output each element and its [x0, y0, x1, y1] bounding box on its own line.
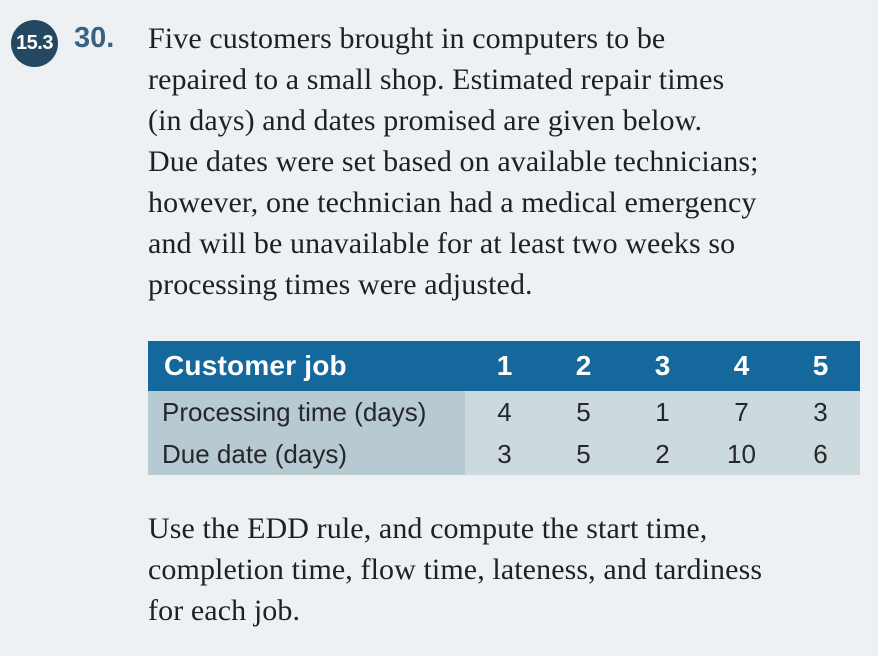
- instruction-line: Use the EDD rule, and compute the start …: [148, 512, 708, 545]
- problem-number: 30.: [74, 22, 115, 54]
- table-header-col-2: 2: [544, 341, 623, 391]
- table-header-col-4: 4: [702, 341, 781, 391]
- instruction-line: completion time, flow time, lateness, an…: [148, 553, 763, 586]
- due-date-job-1: 3: [465, 433, 544, 475]
- problem-statement-line: and will be unavailable for at least two…: [148, 227, 736, 260]
- problem-statement: Five customers brought in computers to b…: [148, 18, 759, 305]
- table-header-col-1: 1: [465, 341, 544, 391]
- due-date-job-5: 6: [781, 433, 860, 475]
- table-row-processing-time: Processing time (days) 4 5 1 7 3: [148, 391, 860, 433]
- instruction-paragraph: Use the EDD rule, and compute the start …: [148, 508, 878, 631]
- due-date-job-4: 10: [702, 433, 781, 475]
- processing-time-job-3: 1: [623, 391, 702, 433]
- due-date-job-3: 2: [623, 433, 702, 475]
- problem-statement-line: processing times were adjusted.: [148, 268, 533, 301]
- instruction-line: for each job.: [148, 594, 301, 627]
- table-header-col-3: 3: [623, 341, 702, 391]
- processing-time-job-5: 3: [781, 391, 860, 433]
- problem-statement-line: Due dates were set based on available te…: [148, 145, 759, 178]
- problem-statement-line: (in days) and dates promised are given b…: [148, 104, 703, 137]
- processing-time-job-2: 5: [544, 391, 623, 433]
- customer-job-table: Customer job 1 2 3 4 5 Processing time (…: [148, 341, 860, 475]
- processing-time-job-4: 7: [702, 391, 781, 433]
- processing-time-job-1: 4: [465, 391, 544, 433]
- table-header-col-5: 5: [781, 341, 860, 391]
- row-label-due-date: Due date (days): [148, 433, 465, 475]
- problem-statement-line: Five customers brought in computers to b…: [148, 22, 666, 55]
- table-row-due-date: Due date (days) 3 5 2 10 6: [148, 433, 860, 475]
- table-header-label: Customer job: [148, 341, 465, 391]
- row-label-processing-time: Processing time (days): [148, 391, 465, 433]
- section-badge-label: 15.3: [16, 32, 53, 54]
- problem-statement-line: repaired to a small shop. Estimated repa…: [148, 63, 725, 96]
- section-badge: 15.3: [11, 20, 58, 67]
- table-header-row: Customer job 1 2 3 4 5: [148, 341, 860, 391]
- problem-block: 15.3 30. Five customers brought in compu…: [0, 0, 878, 305]
- problem-statement-line: however, one technician had a medical em…: [148, 186, 757, 219]
- due-date-job-2: 5: [544, 433, 623, 475]
